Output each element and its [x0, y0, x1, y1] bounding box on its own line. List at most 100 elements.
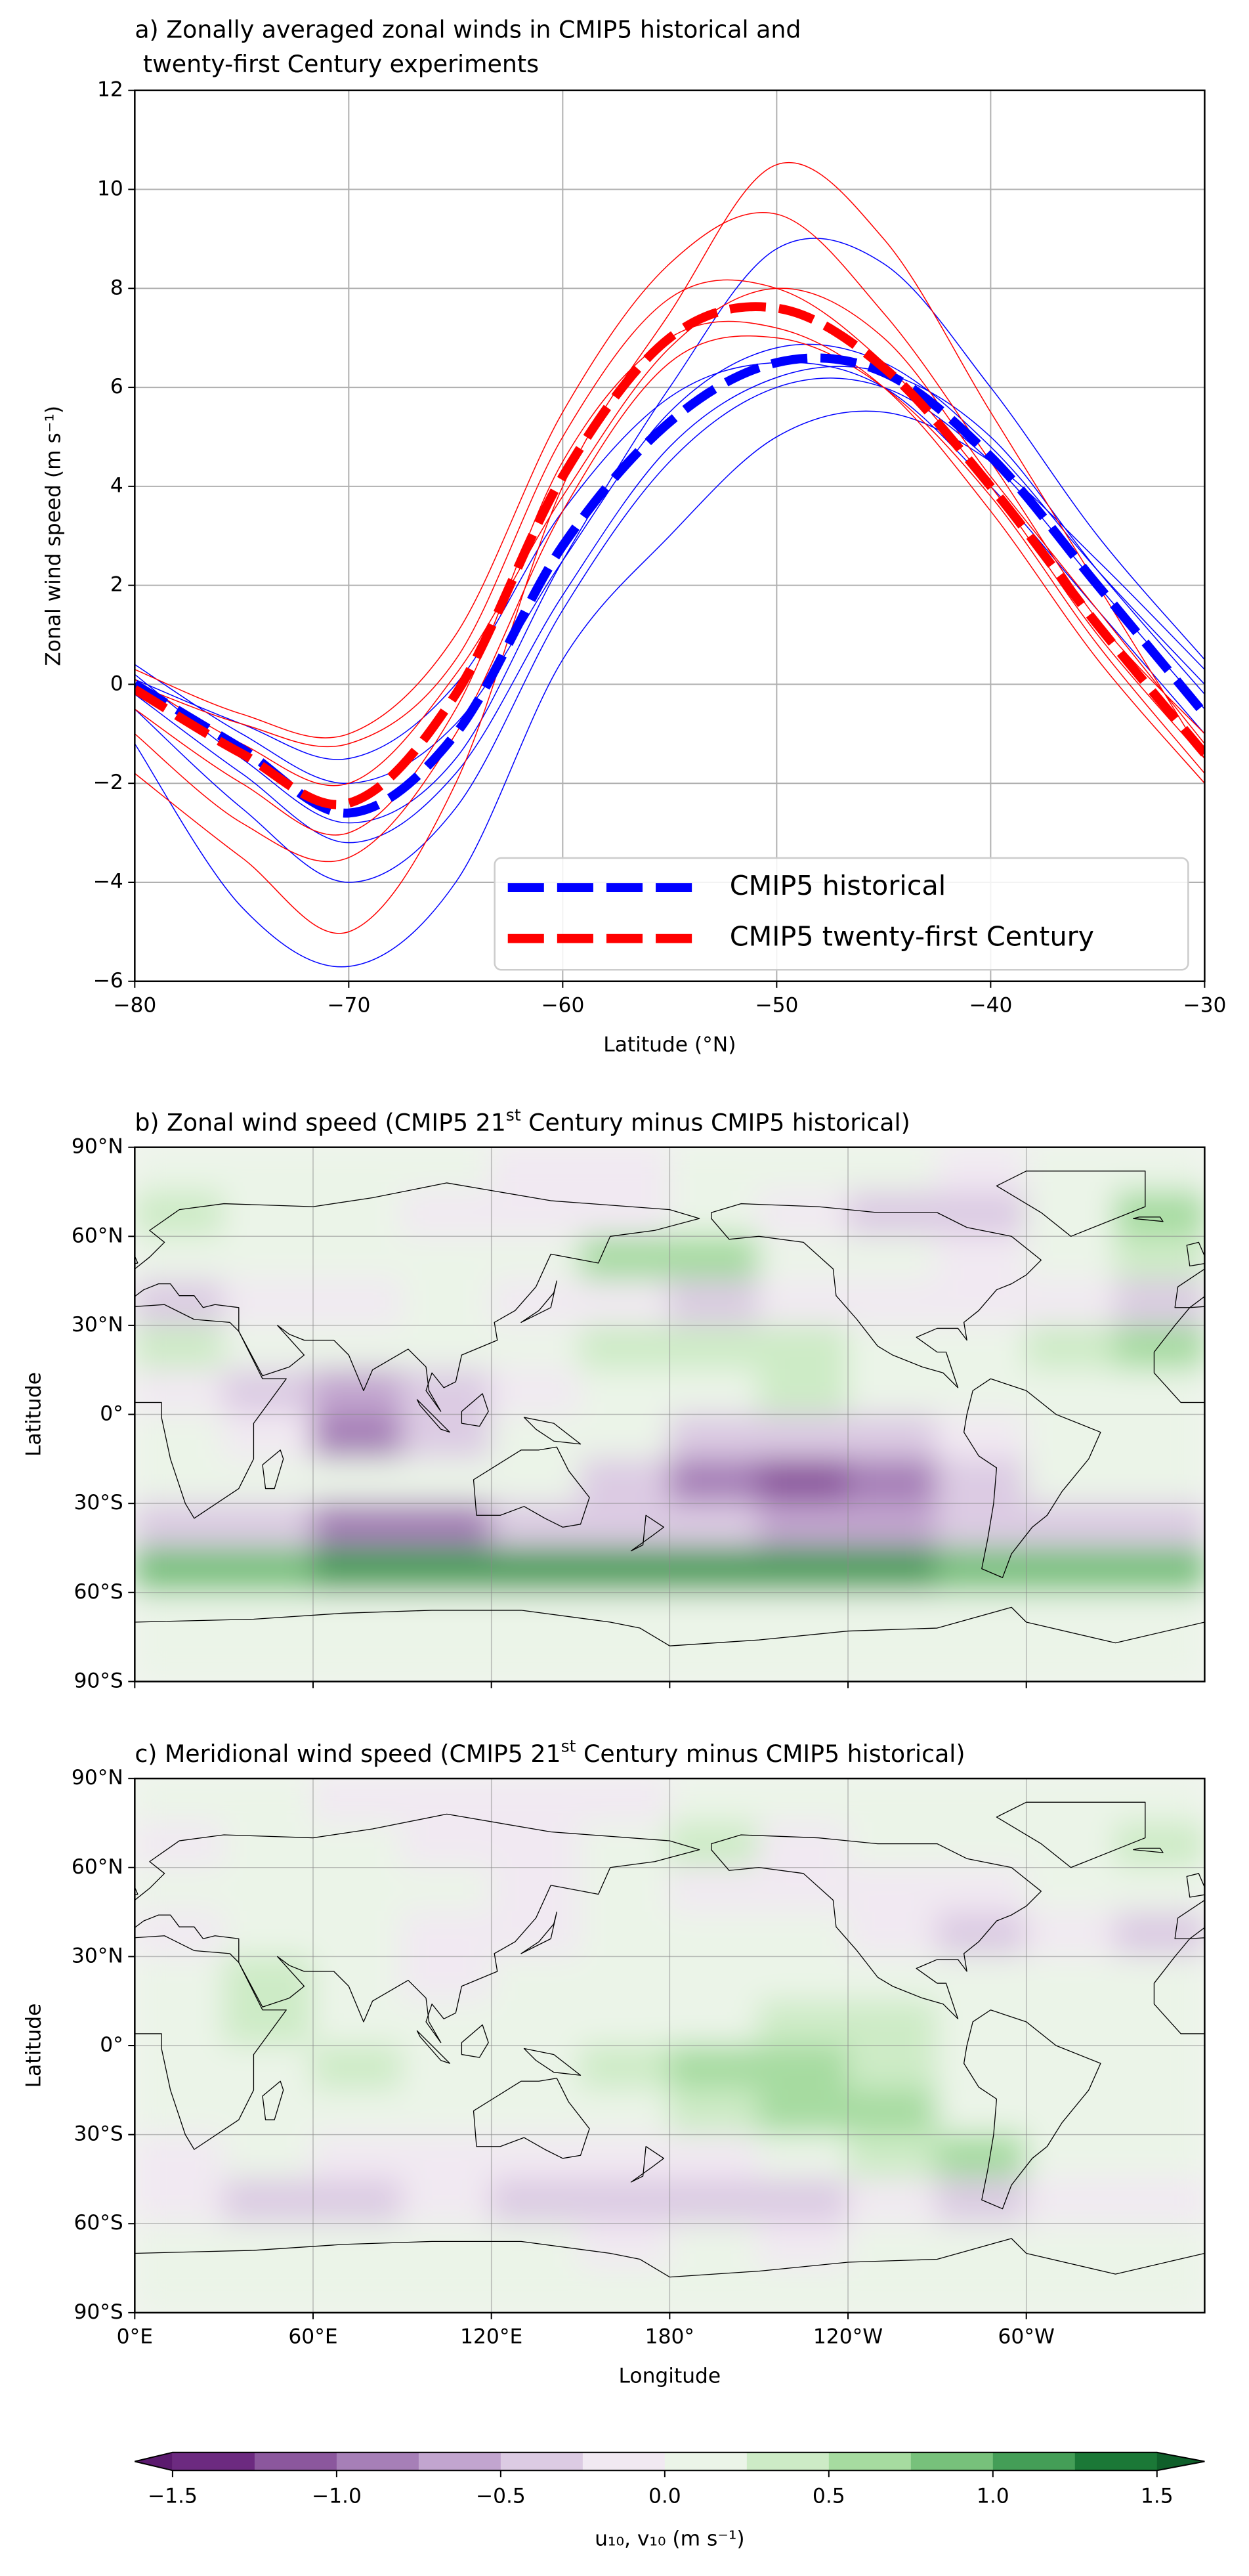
contour-cell — [847, 2267, 939, 2313]
contour-cell — [135, 1866, 225, 1913]
contour-cell — [1114, 1458, 1205, 1505]
contour-cell — [135, 1191, 225, 1237]
contour-cell — [757, 1956, 849, 2002]
contour-cell — [490, 2000, 582, 2047]
contour-cell — [1025, 2267, 1116, 2313]
x-tick-label: 180° — [645, 2325, 694, 2348]
contour-cell — [847, 2178, 939, 2225]
ensemble-line — [135, 161, 1205, 934]
contour-cell — [222, 1911, 314, 1958]
chart-title: c) Meridional wind speed (CMIP5 21st Cen… — [135, 1737, 965, 1769]
legend-label: CMIP5 twenty-first Century — [730, 921, 1094, 953]
colorbar-tick-label: 0.0 — [648, 2484, 681, 2508]
y-axis-label: Latitude — [22, 1372, 46, 1457]
contour-cell — [847, 1591, 939, 1638]
contour-cell — [401, 1235, 492, 1282]
contour-cell — [1114, 1324, 1205, 1371]
contour-cell — [401, 2267, 492, 2313]
contour-cell — [1114, 1591, 1205, 1638]
axes-frame — [134, 89, 1206, 983]
contour-cell — [580, 1911, 671, 1958]
contour-cell — [222, 1147, 314, 1193]
contour-cell — [490, 1636, 582, 1682]
contour-cell — [669, 1147, 760, 1193]
contour-cell — [580, 1235, 671, 1282]
contour-cell — [757, 2089, 849, 2136]
y-axis-label: Latitude — [22, 2004, 46, 2088]
contour-cell — [580, 2267, 671, 2313]
ensemble-line — [135, 288, 1205, 786]
contour-cell — [1114, 2044, 1205, 2092]
contour-cell — [1025, 1413, 1116, 1460]
y-tick-label: −4 — [93, 870, 123, 893]
contour-cell — [490, 1822, 582, 1869]
contour-cell — [936, 1413, 1027, 1460]
y-tick-label: 90°N — [72, 1766, 123, 1790]
contour-cell — [1114, 1547, 1205, 1594]
contour-cell — [222, 2267, 314, 2313]
contour-cell — [312, 1413, 404, 1460]
y-tick-label: 30°N — [72, 1944, 123, 1967]
contour-cell — [936, 2134, 1027, 2180]
contour-cell — [580, 1778, 671, 1824]
contour-cell — [312, 1547, 404, 1594]
contour-cell — [401, 1324, 492, 1371]
contour-cell — [1114, 2134, 1205, 2180]
contour-cell — [936, 1279, 1027, 1327]
contour-cell — [222, 1235, 314, 1282]
contour-cell — [1025, 1547, 1116, 1594]
contour-cell — [401, 1956, 492, 2002]
contour-cell — [580, 1413, 671, 1460]
contour-cell — [757, 1279, 849, 1327]
x-tick-label: 120°W — [813, 2325, 883, 2348]
x-tick-label: −80 — [113, 993, 156, 1017]
map-area — [135, 1147, 1205, 1682]
contour-cell — [135, 1413, 225, 1460]
contour-cell — [222, 1413, 314, 1460]
contour-cell — [222, 1591, 314, 1638]
contour-cell — [1114, 1866, 1205, 1913]
contour-cell — [936, 1591, 1027, 1638]
contour-cell — [847, 1147, 939, 1193]
contour-cell — [847, 1324, 939, 1371]
colorbar-tick-label: 1.0 — [977, 2484, 1009, 2508]
contour-cell — [135, 1778, 225, 1824]
colorbar-tick-label: −1.5 — [148, 2484, 198, 2508]
contour-cell — [312, 2223, 404, 2269]
colorbar-bin — [254, 2452, 337, 2471]
contour-cell — [401, 1822, 492, 1869]
contour-cell — [1025, 1911, 1116, 1958]
y-tick-label: −6 — [93, 969, 123, 993]
contour-cell — [580, 1591, 671, 1638]
contour-cell — [669, 1956, 760, 2002]
contour-cell — [222, 2134, 314, 2180]
ensemble-line — [135, 366, 1205, 844]
contour-cell — [669, 1279, 760, 1327]
contour-cell — [1114, 2000, 1205, 2047]
contour-cell — [669, 1866, 760, 1913]
contour-cell — [669, 2089, 760, 2136]
contour-cell — [401, 1778, 492, 1824]
contour-cell — [1114, 1778, 1205, 1824]
contour-cell — [669, 2134, 760, 2180]
contour-field — [135, 1778, 1205, 2313]
contour-cell — [312, 1778, 404, 1824]
contour-cell — [847, 1413, 939, 1460]
contour-cell — [669, 1547, 760, 1594]
title-part: Century minus CMIP5 historical) — [521, 1109, 910, 1137]
contour-cell — [135, 1235, 225, 1282]
contour-cell — [1025, 1956, 1116, 2002]
contour-cell — [1025, 2223, 1116, 2269]
contour-cell — [401, 1547, 492, 1594]
y-tick-label: 30°N — [72, 1313, 123, 1337]
contour-cell — [222, 1822, 314, 1869]
contour-cell — [135, 2134, 225, 2180]
contour-cell — [936, 1911, 1027, 1958]
contour-cell — [1114, 1279, 1205, 1327]
contour-cell — [580, 2089, 671, 2136]
contour-cell — [1114, 1911, 1205, 1958]
contour-cell — [135, 2044, 225, 2092]
contour-cell — [312, 1235, 404, 1282]
contour-cell — [669, 1235, 760, 1282]
x-tick-label: −60 — [541, 993, 584, 1017]
